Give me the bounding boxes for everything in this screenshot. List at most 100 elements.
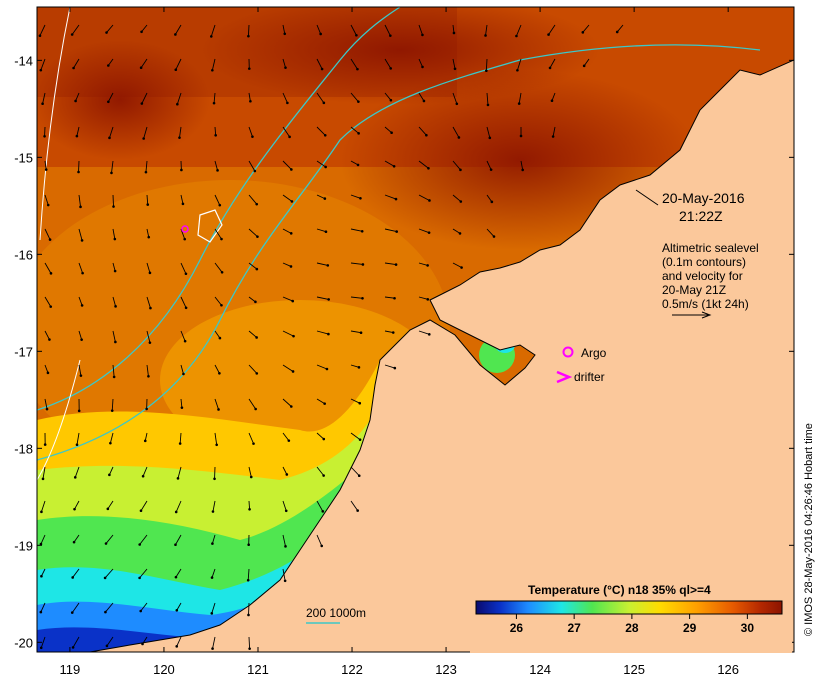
velocity-arrow-head — [109, 441, 112, 445]
velocity-arrow — [146, 262, 151, 273]
velocity-arrow-head — [145, 407, 148, 411]
velocity-arrow-head — [174, 543, 177, 547]
velocity-arrow — [214, 194, 221, 206]
colorbar-tick-label: 26 — [510, 621, 524, 635]
velocity-arrow-head — [390, 131, 393, 134]
velocity-arrow — [282, 296, 293, 302]
velocity-arrow — [44, 398, 48, 410]
altimetry-note-3: and velocity for — [662, 269, 743, 283]
velocity-arrow — [350, 160, 359, 166]
velocity-arrow — [350, 194, 361, 199]
velocity-arrow — [40, 636, 46, 648]
velocity-arrow — [211, 568, 216, 578]
velocity-arrow-head — [248, 507, 251, 511]
velocity-vectors — [38, 24, 624, 650]
velocity-arrow — [175, 534, 182, 545]
velocity-arrow-head — [547, 33, 550, 36]
velocity-arrow — [516, 58, 522, 71]
velocity-arrow-head — [319, 32, 322, 36]
velocity-arrow — [71, 602, 80, 613]
altimetry-note-1: Altimetric sealevel — [662, 241, 759, 255]
velocity-arrow-head — [248, 647, 251, 650]
velocity-arrow-head — [519, 134, 523, 138]
velocity-arrow — [384, 228, 397, 233]
x-tick-label: 126 — [717, 662, 739, 677]
sealevel-contour — [39, 7, 71, 241]
velocity-arrow-head — [324, 230, 328, 234]
velocity-arrow — [176, 602, 182, 611]
velocity-arrow — [141, 92, 148, 104]
velocity-arrow — [214, 228, 222, 240]
velocity-arrow — [282, 364, 294, 372]
argo-marker — [562, 346, 574, 358]
velocity-arrow — [452, 126, 460, 138]
velocity-arrow — [40, 534, 46, 545]
velocity-arrow — [316, 24, 322, 35]
velocity-arrow — [74, 466, 80, 478]
argo-marker-offshore — [181, 225, 189, 233]
velocity-arrow-head — [38, 34, 42, 37]
velocity-arrow-head — [140, 102, 144, 105]
velocity-arrow-head — [290, 200, 294, 203]
altimetry-note-2: (0.1m contours) — [662, 255, 746, 269]
velocity-arrow-head — [46, 371, 50, 375]
x-tick-label: 119 — [60, 662, 81, 677]
velocity-arrow-head — [515, 34, 518, 38]
colorbar-tick-label: 28 — [625, 621, 639, 635]
velocity-arrow-head — [551, 135, 555, 138]
velocity-arrow — [40, 602, 46, 613]
velocity-arrow — [316, 432, 325, 440]
velocity-arrow-head — [489, 168, 493, 171]
velocity-arrow-head — [517, 102, 521, 105]
velocity-arrow-head — [246, 578, 250, 582]
velocity-arrow-head — [212, 101, 216, 105]
velocity-arrow — [384, 296, 395, 299]
velocity-arrow-head — [289, 265, 293, 268]
velocity-arrow-head — [147, 374, 150, 378]
velocity-arrow — [248, 160, 256, 172]
velocity-arrow-head — [323, 402, 326, 405]
argo-label: Argo — [581, 346, 607, 360]
velocity-arrow-head — [291, 370, 295, 373]
velocity-arrow — [282, 500, 287, 511]
velocity-arrow — [384, 58, 392, 69]
velocity-arrow — [210, 24, 216, 37]
y-tick-label: -20 — [14, 635, 33, 650]
velocity-arrow — [108, 466, 114, 476]
velocity-arrow-head — [146, 203, 150, 206]
velocity-arrow-head — [211, 542, 214, 545]
velocity-arrow — [248, 330, 257, 338]
sst-field — [37, 7, 794, 652]
velocity-arrow-head — [427, 166, 430, 170]
velocity-arrow — [142, 636, 148, 645]
velocity-arrow-head — [322, 101, 326, 105]
drifter-label: drifter — [574, 370, 605, 384]
velocity-arrow — [111, 398, 114, 411]
velocity-arrow-head — [320, 67, 324, 71]
velocity-arrow-head — [421, 33, 424, 37]
velocity-arrow — [140, 58, 148, 68]
velocity-arrow-head — [252, 442, 255, 445]
velocity-arrow — [112, 228, 116, 240]
velocity-arrow — [180, 398, 183, 408]
velocity-arrow — [78, 194, 81, 207]
y-tick-label: -19 — [14, 538, 33, 553]
velocity-arrow-head — [322, 474, 325, 477]
velocity-arrow — [109, 432, 114, 444]
velocity-arrow-head — [425, 133, 428, 137]
colorbar-tick-label: 29 — [683, 621, 697, 635]
velocity-arrow — [212, 500, 216, 512]
velocity-arrow — [141, 24, 148, 33]
velocity-arrow-head — [139, 66, 143, 70]
velocity-arrow-head — [103, 576, 107, 580]
velocity-arrow — [282, 194, 293, 202]
velocity-arrow — [105, 534, 114, 544]
velocity-arrow-head — [458, 232, 462, 235]
x-tick-label: 121 — [247, 662, 269, 677]
velocity-arrow — [282, 466, 288, 475]
velocity-arrow-head — [548, 66, 552, 70]
velocity-arrow-head — [148, 271, 152, 275]
velocity-arrow-head — [615, 30, 619, 34]
altimetry-note-4: 20-May 21Z — [662, 283, 726, 297]
velocity-arrow — [282, 534, 286, 547]
